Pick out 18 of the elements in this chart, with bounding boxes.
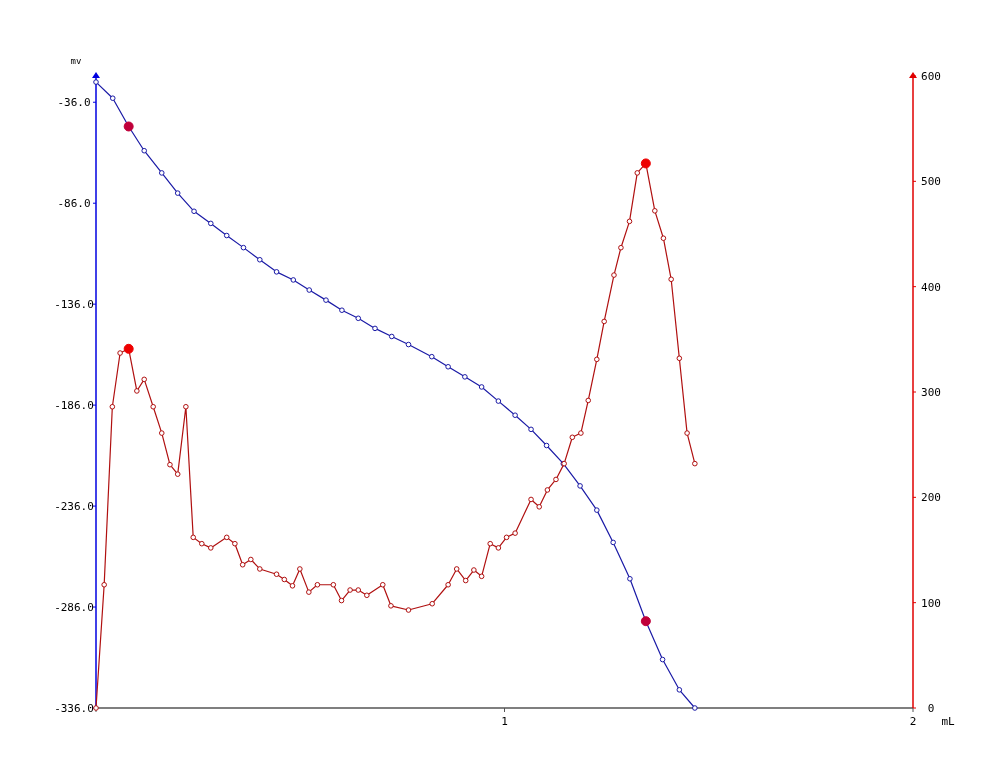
x-tick-label: 2 (909, 715, 917, 728)
y-tick-label: -186.0 (54, 399, 94, 413)
y2-tick-label: 200 (921, 491, 941, 505)
y2-tick-label: 400 (921, 280, 941, 294)
y-tick-label: -236.0 (54, 500, 94, 514)
y2-tick-label: 500 (921, 175, 941, 189)
y2-tick-label: 0 (927, 702, 935, 715)
y-tick-label: -36.0 (57, 96, 91, 110)
y2-tick-label: 600 (921, 70, 941, 83)
x-tick-label: 1 (501, 715, 508, 728)
y2-tick-label: 100 (921, 596, 941, 610)
y-axis-title: mv (70, 56, 82, 66)
y2-tick-label: 300 (921, 386, 941, 399)
y-tick-label: -336.0 (54, 702, 94, 715)
y-tick-label: -86.0 (57, 197, 91, 211)
y-tick-label: -136.0 (54, 298, 94, 312)
x-axis-title: mL (941, 715, 955, 728)
y-tick-label: -286.0 (54, 601, 94, 615)
